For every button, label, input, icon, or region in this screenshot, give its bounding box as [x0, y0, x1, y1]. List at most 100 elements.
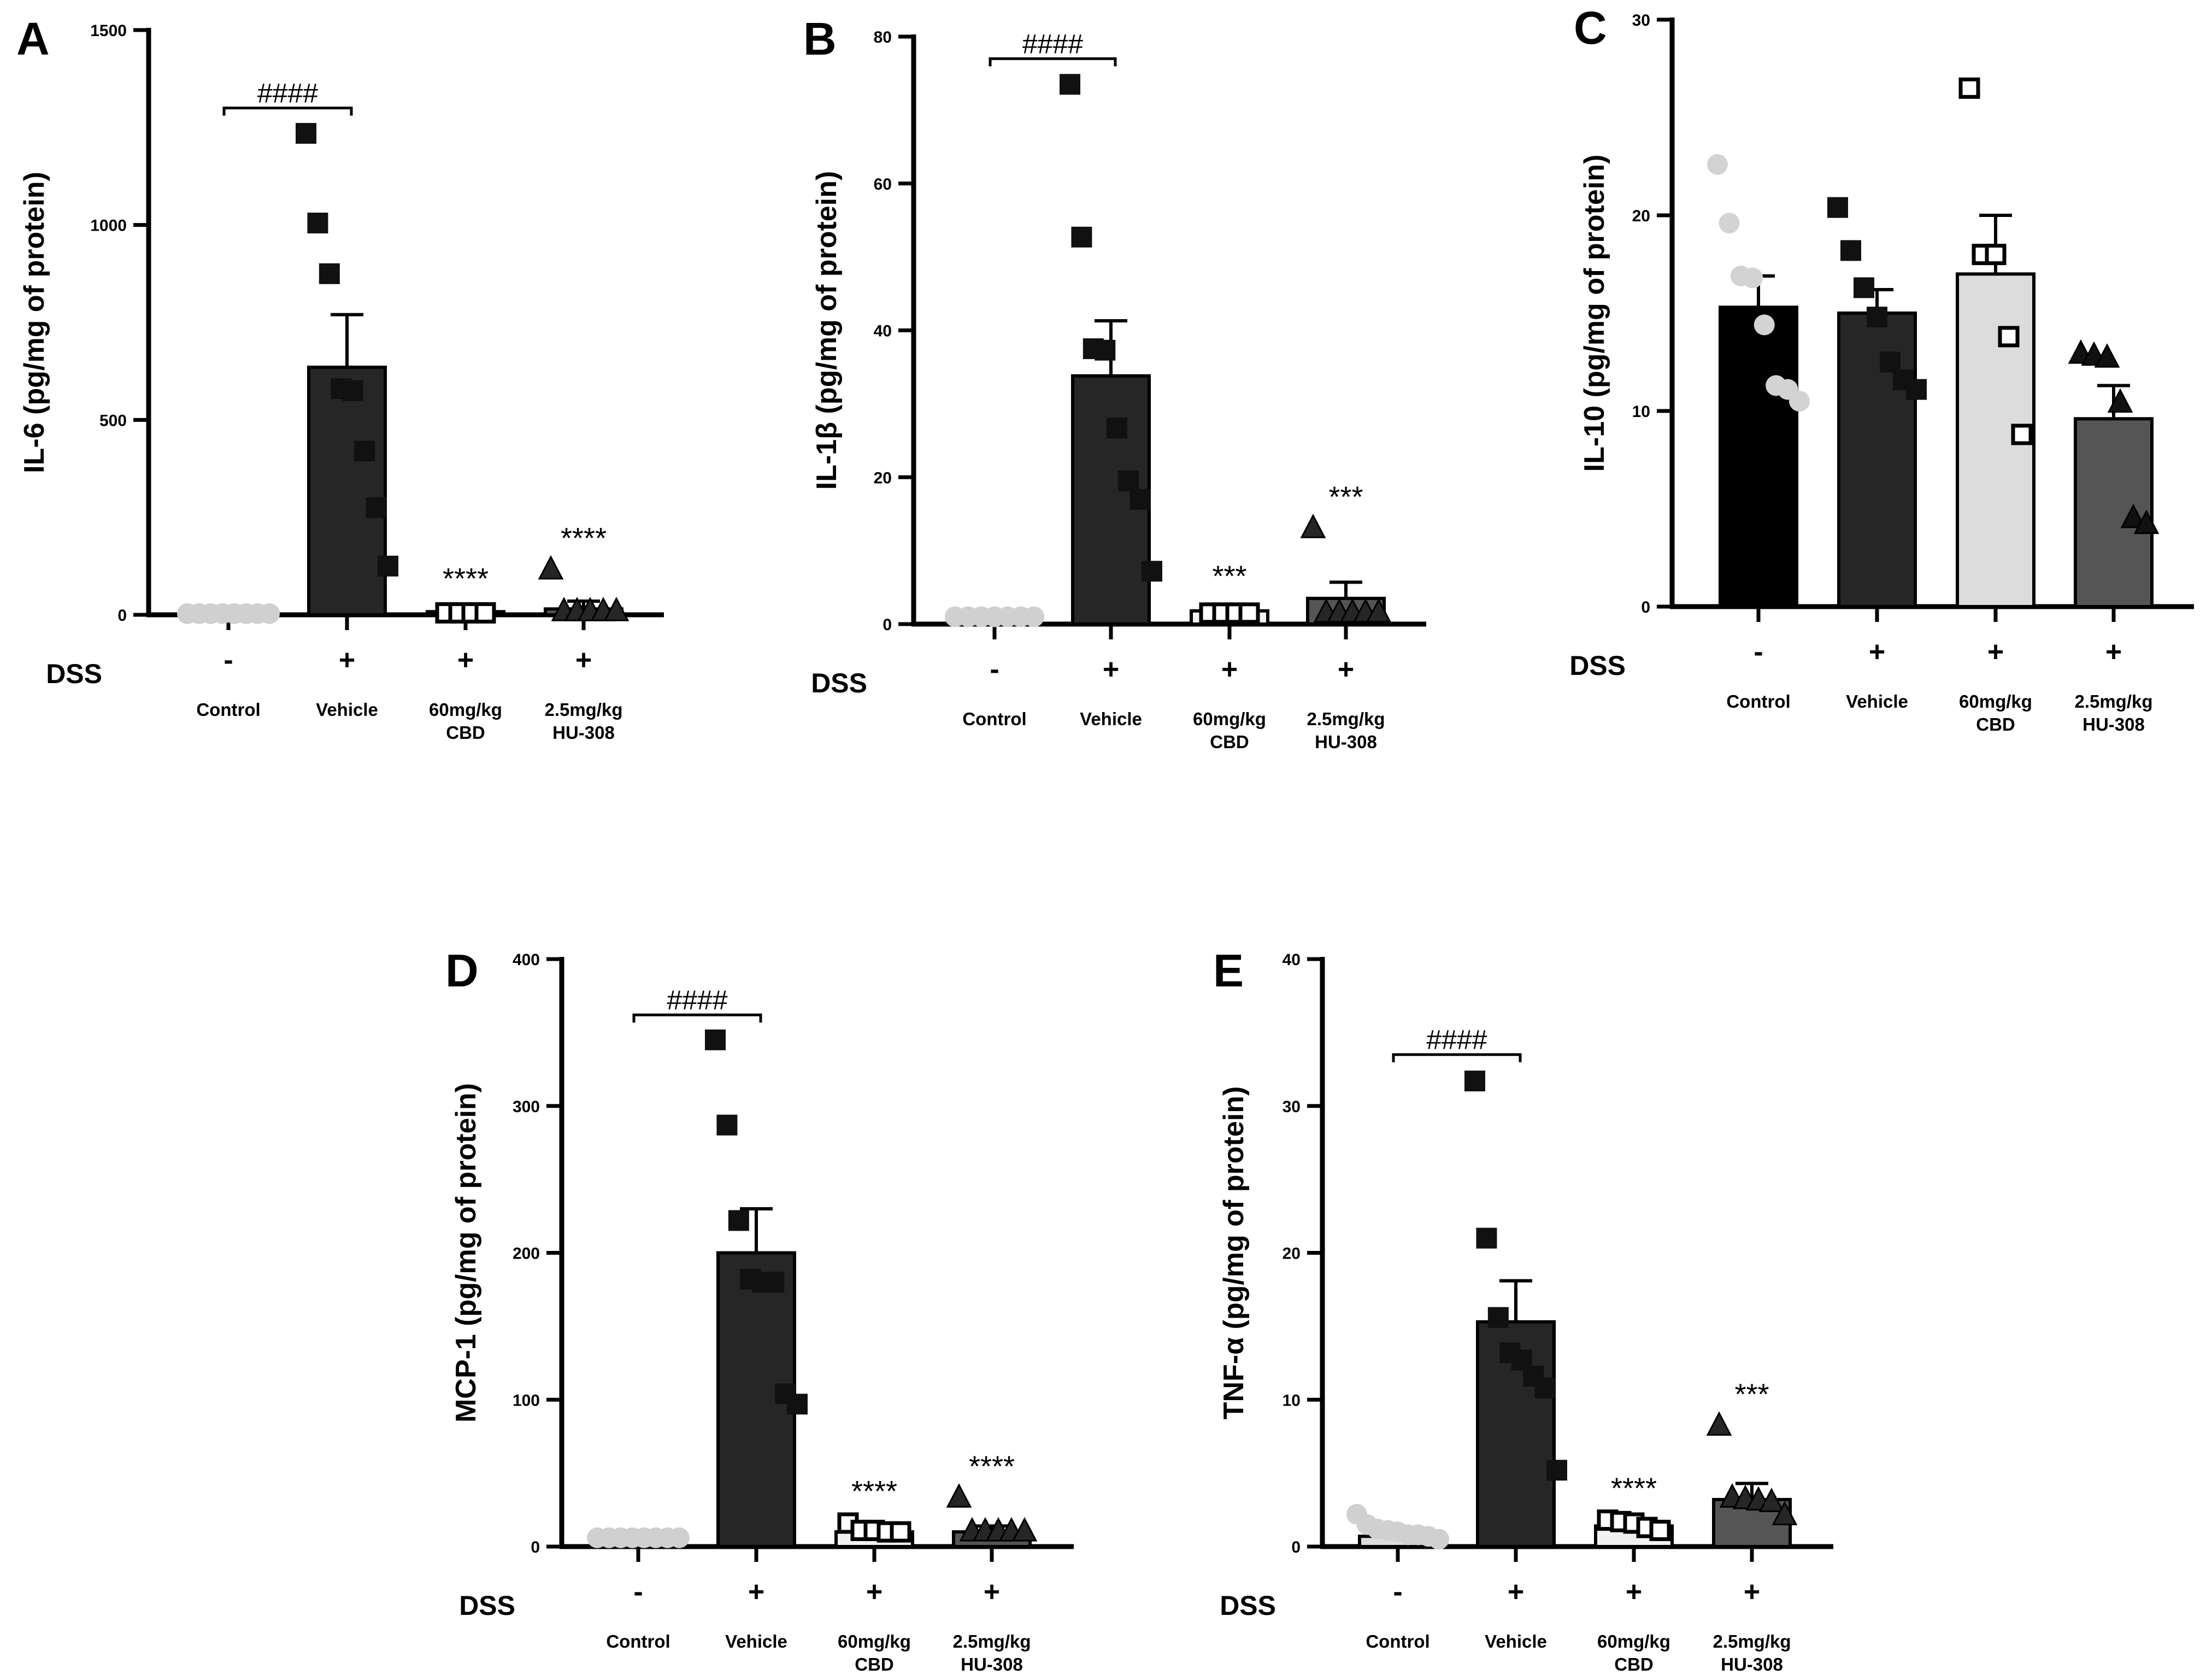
data-point [1706, 1411, 1732, 1436]
y-tick-label: 0 [117, 607, 127, 625]
data-point [354, 440, 375, 462]
y-tick-label: 40 [1283, 951, 1301, 969]
significance-label: *** [1734, 1378, 1769, 1411]
y-tick-label: 80 [874, 28, 892, 46]
y-tick-label: 1500 [90, 22, 127, 40]
data-point [890, 1521, 911, 1543]
dss-sign: - [1754, 636, 1763, 668]
significance-label: **** [851, 1475, 897, 1508]
category-label: 60mg/kg CBD [1193, 709, 1266, 752]
category-label: 2.5mg/kg HU-308 [544, 700, 622, 743]
data-point [1546, 1460, 1567, 1481]
data-point [1772, 1501, 1798, 1526]
comparison-label: #### [257, 78, 318, 109]
data-point [366, 497, 387, 518]
y-tick-label: 400 [513, 951, 540, 969]
panel-letter: A [16, 13, 50, 64]
y-tick-label: 20 [1283, 1245, 1301, 1263]
data-point [1719, 213, 1740, 234]
dss-sign: + [575, 644, 592, 676]
data-point [1464, 1071, 1485, 1092]
data-point [2120, 503, 2146, 528]
category-label: 2.5mg/kg HU-308 [2074, 691, 2152, 734]
category-label: 2.5mg/kg HU-308 [1713, 1631, 1791, 1674]
data-point [1366, 598, 1392, 623]
comparison-bracket [1392, 1053, 1522, 1062]
y-tick-label: 20 [874, 469, 892, 487]
data-point [1011, 1517, 1038, 1542]
y-tick-label: 10 [1632, 403, 1650, 421]
y-tick-label: 0 [531, 1538, 540, 1556]
dss-label: DSS [811, 668, 867, 698]
data-point [1476, 1227, 1497, 1249]
category-label: 60mg/kg CBD [429, 700, 502, 743]
category-label: 60mg/kg CBD [838, 1631, 911, 1674]
y-axis-label: IL-6 (pg/mg of protein) [19, 172, 50, 473]
dss-label: DSS [46, 659, 102, 689]
y-tick-label: 20 [1632, 207, 1650, 225]
data-point [2011, 424, 2033, 445]
data-point [1906, 379, 1927, 400]
data-point [1095, 339, 1116, 361]
dss-sign: + [1221, 654, 1238, 685]
panel-d: D MCP-1 (pg/mg of protein) 0 100 200 300 400 - C… [445, 945, 1074, 1674]
data-point [2133, 509, 2160, 534]
data-point [716, 1114, 738, 1136]
dss-sign: + [1508, 1576, 1524, 1608]
dss-sign: + [1626, 1576, 1642, 1608]
significance-label: **** [443, 562, 489, 595]
dss-sign: - [223, 644, 233, 676]
significance-label: *** [1328, 480, 1363, 513]
data-point [1238, 602, 1260, 624]
data-point [1071, 226, 1092, 248]
data-point [1118, 470, 1139, 491]
category-label: Control [196, 700, 260, 720]
panel-letter: E [1213, 945, 1244, 996]
bar-2 [307, 366, 387, 616]
dss-sign: + [1744, 1576, 1760, 1608]
panel-letter: D [445, 945, 479, 996]
dss-sign: - [1393, 1576, 1402, 1608]
y-tick-label: 0 [1641, 598, 1650, 616]
panel-c: C IL-10 (pg/mg of protein) 0 10 20 30 - Control… [1569, 2, 2194, 734]
data-point [1707, 154, 1728, 175]
data-point [1854, 277, 1874, 298]
data-point [342, 380, 363, 401]
dss-sign: + [866, 1576, 883, 1608]
data-point [1742, 267, 1763, 289]
y-tick-label: 300 [513, 1098, 540, 1116]
y-tick-label: 500 [99, 412, 127, 430]
dss-sign: + [339, 644, 355, 676]
data-point [2094, 343, 2120, 368]
dss-label: DSS [1569, 650, 1626, 681]
data-point [2107, 388, 2133, 413]
comparison-bracket [989, 57, 1117, 67]
data-point [1958, 77, 1980, 99]
data-point [1060, 74, 1080, 95]
bar-1 [1719, 305, 1798, 608]
bar-2 [1837, 312, 1917, 608]
data-point [538, 555, 564, 580]
y-tick-label: 0 [1291, 1538, 1301, 1556]
data-point [1998, 326, 2020, 348]
data-point [728, 1210, 749, 1231]
y-axis-label: TNF-α (pg/mg of protein) [1218, 1086, 1250, 1420]
data-point [946, 1483, 972, 1508]
data-point [1758, 1488, 1785, 1512]
data-point [1649, 1519, 1671, 1541]
data-point [474, 602, 496, 624]
dss-label: DSS [459, 1590, 515, 1621]
y-tick-label: 40 [874, 322, 892, 340]
comparison-bracket [632, 1013, 762, 1023]
y-axis-label: IL-10 (pg/mg of protein) [1579, 155, 1610, 472]
category-label: Vehicle [1846, 691, 1908, 712]
panel-a: A IL-6 (pg/mg of protein) 0 500 1000 1500 - Con… [16, 13, 664, 743]
dss-sign: + [984, 1576, 1000, 1608]
category-label: 60mg/kg CBD [1959, 691, 2032, 734]
comparison-label: #### [1022, 28, 1083, 59]
data-point [763, 1272, 785, 1293]
data-point [1840, 240, 1861, 261]
bar-4 [2074, 417, 2154, 608]
dss-sign: + [748, 1576, 764, 1608]
